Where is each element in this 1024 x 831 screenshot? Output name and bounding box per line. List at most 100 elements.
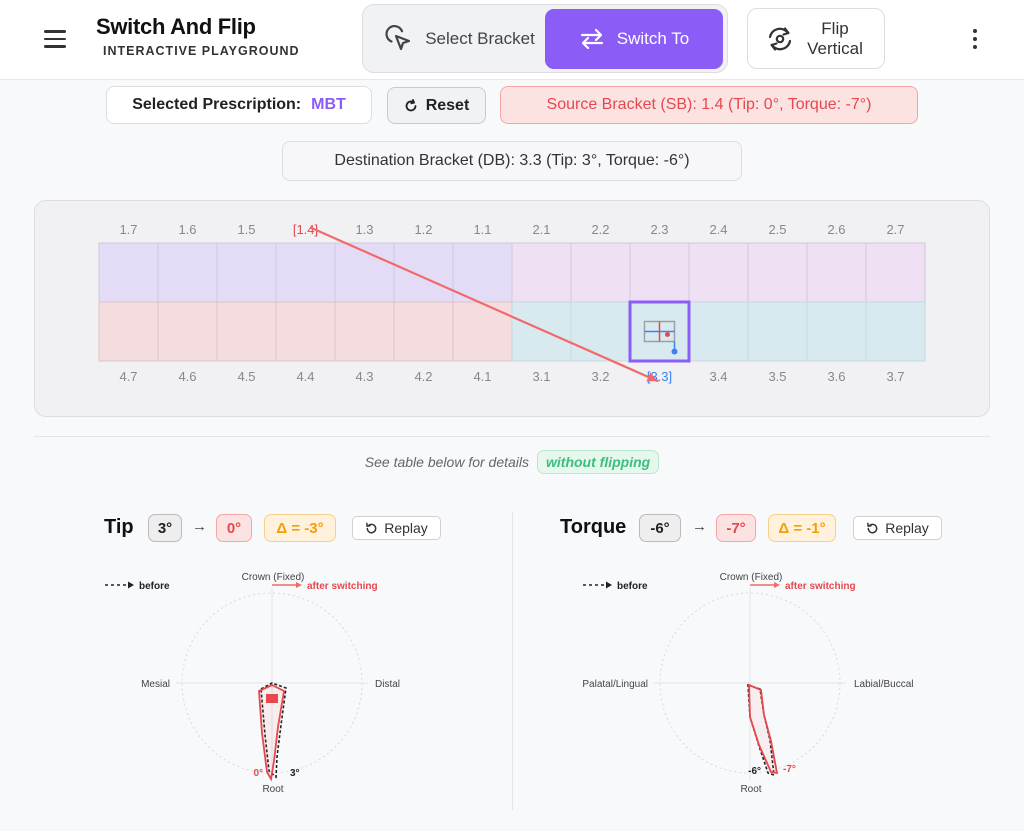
select-bracket-button[interactable]: Select Bracket <box>369 9 541 69</box>
selected-prescription-chip: Selected Prescription: MBT <box>106 86 372 124</box>
torque-from-badge: -6° <box>639 514 681 542</box>
source-bracket-chip: Source Bracket (SB): 1.4 (Tip: 0°, Torqu… <box>500 86 918 124</box>
tooth-cell-upper[interactable] <box>393 242 454 303</box>
tooth-cell-upper[interactable] <box>334 242 395 303</box>
flip-vertical-button[interactable]: Flip Vertical <box>747 8 885 69</box>
select-bracket-label: Select Bracket <box>425 29 535 48</box>
tooth-label-lower: 4.3 <box>355 369 373 384</box>
vertical-divider <box>512 512 513 810</box>
tooth-label-upper: 1.7 <box>119 222 137 237</box>
hamburger-menu-icon[interactable] <box>40 26 70 52</box>
tooth-cell-lower[interactable] <box>688 301 749 362</box>
tooth-cell-lower[interactable] <box>157 301 218 362</box>
flip-rotate-icon <box>768 26 792 51</box>
tooth-cell-upper[interactable] <box>629 242 690 303</box>
tip-label-mesial: Mesial <box>141 679 170 690</box>
torque-arrow: → <box>692 518 707 535</box>
destination-bracket-chip: Destination Bracket (DB): 3.3 (Tip: 3°, … <box>282 141 742 181</box>
tip-legend-after: after switching <box>307 581 378 592</box>
tooth-cell-lower[interactable] <box>452 301 513 362</box>
app-subtitle: INTERACTIVE PLAYGROUND <box>103 44 300 58</box>
more-options-icon[interactable] <box>966 26 984 52</box>
torque-title: Torque <box>560 516 627 538</box>
tooth-label-lower: 4.7 <box>119 369 137 384</box>
tip-angle-before: 3° <box>290 768 300 779</box>
tooth-cell-upper[interactable] <box>747 242 808 303</box>
torque-label-labial: Labial/Buccal <box>854 679 913 690</box>
torque-label-root: Root <box>740 784 761 795</box>
tooth-cell-lower[interactable] <box>393 301 454 362</box>
tooth-label-upper: 1.1 <box>473 222 491 237</box>
tooth-cell-upper[interactable] <box>157 242 218 303</box>
app-header: Switch And Flip INTERACTIVE PLAYGROUND S… <box>0 0 1024 80</box>
tooth-label-upper: 2.2 <box>591 222 609 237</box>
prescription-label: Selected Prescription: <box>132 96 302 113</box>
tip-angle-after: 0° <box>253 768 263 779</box>
tooth-label-upper: [1.4] <box>293 222 318 237</box>
tip-delta-badge: Δ = -3° <box>264 514 336 542</box>
torque-diagram: before after switching Crown (Fixed) Pal… <box>582 572 913 795</box>
tip-to-badge: 0° <box>216 514 252 542</box>
replay-icon <box>867 522 878 533</box>
torque-angle-before: -6° <box>748 766 761 777</box>
tip-diagram: before after switching Crown (Fixed) Mes… <box>105 572 400 795</box>
reset-button[interactable]: Reset <box>387 87 486 124</box>
caption-text: See table below for details <box>364 454 530 470</box>
tooth-cell-lower[interactable] <box>747 301 808 362</box>
tooth-cell-lower[interactable] <box>511 301 572 362</box>
tooth-cell-lower[interactable] <box>806 301 867 362</box>
tooth-label-upper: 2.7 <box>886 222 904 237</box>
tooth-label-lower: 4.6 <box>178 369 196 384</box>
tooth-cell-upper[interactable] <box>98 242 159 303</box>
tooth-label-lower: 4.4 <box>296 369 314 384</box>
reset-label: Reset <box>425 96 470 114</box>
tip-label-root: Root <box>262 784 283 795</box>
tooth-cell-lower[interactable] <box>334 301 395 362</box>
switch-arrow-head <box>646 372 658 382</box>
without-flipping-pill: without flipping <box>537 450 660 474</box>
tooth-cell-upper[interactable] <box>452 242 513 303</box>
details-caption: See table below for details without flip… <box>0 450 1024 474</box>
tooth-label-upper: 2.3 <box>650 222 668 237</box>
tooth-cell-lower[interactable] <box>275 301 336 362</box>
tooth-label-lower: 3.4 <box>709 369 727 384</box>
torque-replay-label: Replay <box>885 520 929 536</box>
tooth-cell-upper[interactable] <box>511 242 572 303</box>
tooth-cell-upper[interactable] <box>865 242 926 303</box>
switch-arrow <box>310 226 659 383</box>
tooth-cell-lower[interactable] <box>865 301 926 362</box>
tooth-label-lower: 4.5 <box>237 369 255 384</box>
tooth-cell-upper[interactable] <box>688 242 749 303</box>
tip-legend-before: before <box>139 581 170 592</box>
tooth-cell-upper[interactable] <box>806 242 867 303</box>
tooth-cell-upper[interactable] <box>570 242 631 303</box>
prescription-value: MBT <box>311 96 346 113</box>
cursor-click-icon <box>385 25 411 51</box>
flip-vertical-label: Flip Vertical <box>807 18 863 58</box>
switch-to-button[interactable]: Switch To <box>545 9 723 69</box>
tip-label-distal: Distal <box>375 679 400 690</box>
teeth-grid-panel: 1.7 1.6 1.5 [1.4] 1.3 1.2 1.1 2.1 2.2 2.3 2.4 2.5 2.… <box>34 200 990 417</box>
tip-arrow: → <box>192 518 207 535</box>
destination-selection-box <box>628 300 691 363</box>
tip-label-crown: Crown (Fixed) <box>242 572 305 583</box>
tooth-cell-lower[interactable] <box>570 301 631 362</box>
switch-to-label: Switch To <box>616 29 690 48</box>
tip-replay-button[interactable]: Replay <box>352 516 441 540</box>
tooth-cell-lower[interactable] <box>98 301 159 362</box>
torque-label-lingual: Palatal/Lingual <box>582 679 648 690</box>
torque-angle-after: -7° <box>783 764 796 775</box>
torque-replay-button[interactable]: Replay <box>853 516 942 540</box>
app-title: Switch And Flip <box>96 14 256 39</box>
swap-arrows-icon <box>580 28 603 50</box>
tip-title: Tip <box>104 516 134 538</box>
tooth-label-upper: 2.4 <box>709 222 727 237</box>
tooth-label-lower: 4.2 <box>414 369 432 384</box>
tooth-cell-upper[interactable] <box>275 242 336 303</box>
tooth-cell-lower[interactable] <box>216 301 277 362</box>
mode-segmented-control: Select Bracket Switch To <box>362 4 728 73</box>
tooth-label-upper: 1.6 <box>178 222 196 237</box>
tooth-label-lower: 3.6 <box>827 369 845 384</box>
torque-legend-after: after switching <box>785 581 856 592</box>
tooth-cell-upper[interactable] <box>216 242 277 303</box>
